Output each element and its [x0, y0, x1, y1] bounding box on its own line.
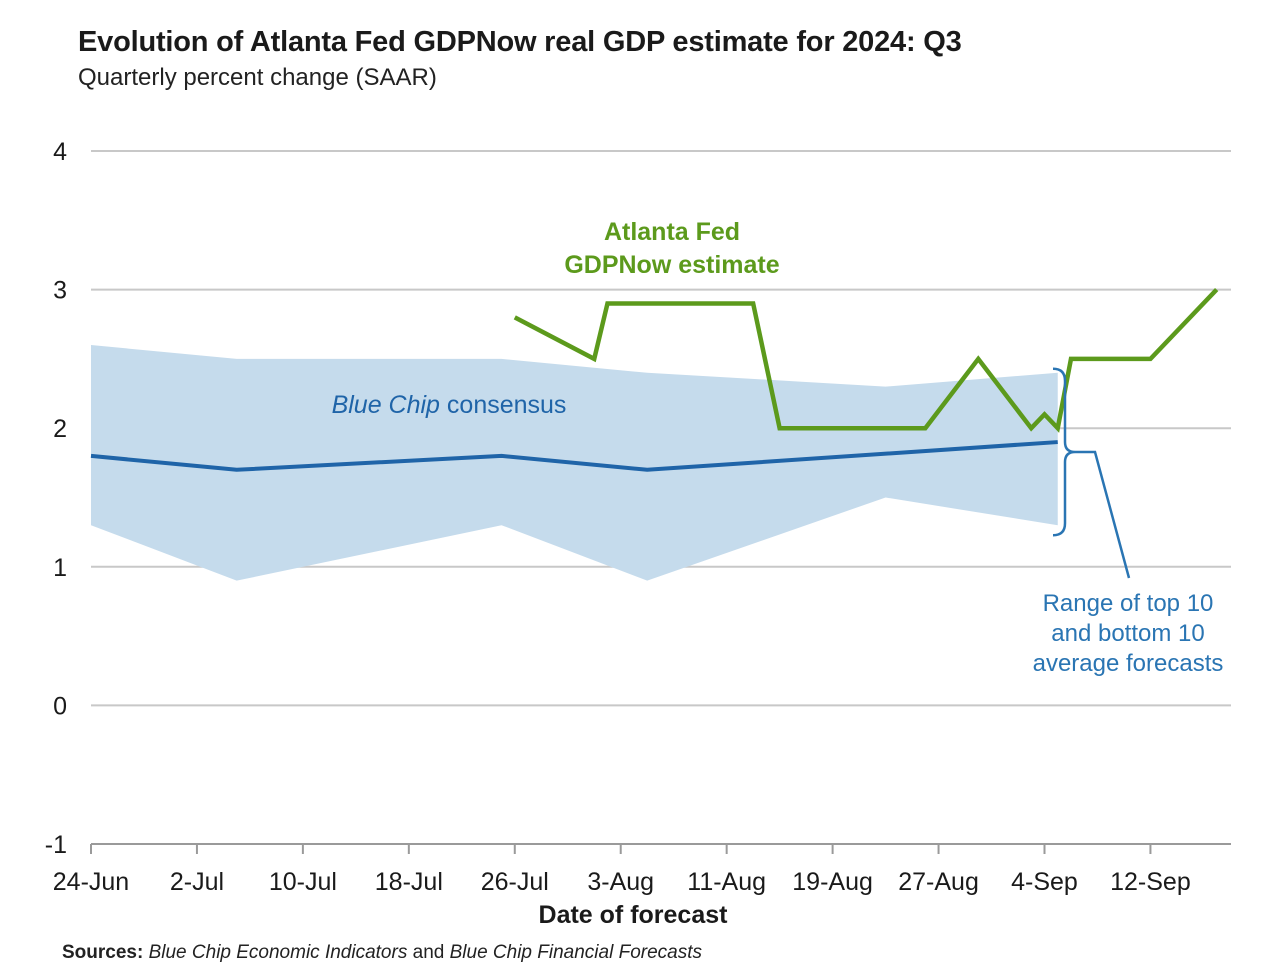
chart-subtitle: Quarterly percent change (SAAR) — [78, 64, 437, 91]
gdpnow-label-line-2: GDPNow estimate — [564, 251, 779, 279]
blue-chip-label-rest: consensus — [440, 391, 566, 419]
x-tick-label-27-Aug: 27-Aug — [898, 868, 979, 896]
chart-title: Evolution of Atlanta Fed GDPNow real GDP… — [78, 26, 962, 58]
series-lines — [90, 288, 1219, 472]
y-tick-label-4: 4 — [53, 138, 67, 166]
blue-chip-consensus-line — [90, 440, 1058, 472]
y-tick-label-3: 3 — [53, 277, 67, 305]
annotations: Atlanta Fed GDPNow estimate Blue Chip cons… — [332, 218, 1224, 677]
x-axis-label: Date of forecast — [539, 901, 729, 929]
source-blue-chip-economic: Blue Chip Economic Indicators — [148, 942, 408, 963]
x-tick-label-26-Jul: 26-Jul — [481, 868, 549, 896]
range-label-line-1: Range of top 10 — [1043, 590, 1214, 617]
x-tick-label-2-Jul: 2-Jul — [170, 868, 224, 896]
x-axis: 24-Jun 2-Jul 10-Jul 18-Jul 26-Jul 3-Aug 11-Aug… — [53, 844, 1191, 896]
x-tick-label-12-Sep: 12-Sep — [1110, 868, 1191, 896]
y-tick-label--1: -1 — [45, 831, 67, 859]
sources-connector: and — [407, 942, 450, 963]
sources-label: Sources: — [62, 942, 144, 963]
x-tick-label-18-Jul: 18-Jul — [375, 868, 443, 896]
range-pointer-line — [1075, 450, 1131, 579]
x-tick-label-24-Jun: 24-Jun — [53, 868, 129, 896]
range-label-line-3: average forecasts — [1033, 650, 1224, 677]
y-axis-ticks: -1 0 1 2 3 4 — [45, 138, 67, 859]
sources-note: Sources: Blue Chip Economic Indicators a… — [62, 942, 702, 964]
source-blue-chip-financial: Blue Chip Financial Forecasts — [449, 942, 702, 963]
y-tick-label-0: 0 — [53, 692, 67, 720]
x-tick-label-4-Sep: 4-Sep — [1011, 868, 1078, 896]
gdpnow-line-chart: -1 0 1 2 3 4 24-Jun 2-Jul 10-Jul 18-Jul 26-Jul 3-A… — [45, 138, 1231, 929]
x-tick-label-10-Jul: 10-Jul — [269, 868, 337, 896]
gdpnow-estimate-line — [513, 288, 1219, 433]
x-tick-label-11-Aug: 11-Aug — [687, 868, 766, 896]
x-tick-label-3-Aug: 3-Aug — [587, 868, 654, 896]
blue-chip-consensus-label: Blue Chip consensus — [332, 391, 567, 419]
blue-chip-label-italic: Blue Chip — [332, 391, 440, 419]
range-label-line-2: and bottom 10 — [1051, 620, 1204, 647]
x-tick-label-19-Aug: 19-Aug — [792, 868, 873, 896]
y-tick-label-2: 2 — [53, 415, 67, 443]
gdpnow-label-line-1: Atlanta Fed — [604, 218, 740, 246]
y-tick-label-1: 1 — [53, 554, 67, 582]
